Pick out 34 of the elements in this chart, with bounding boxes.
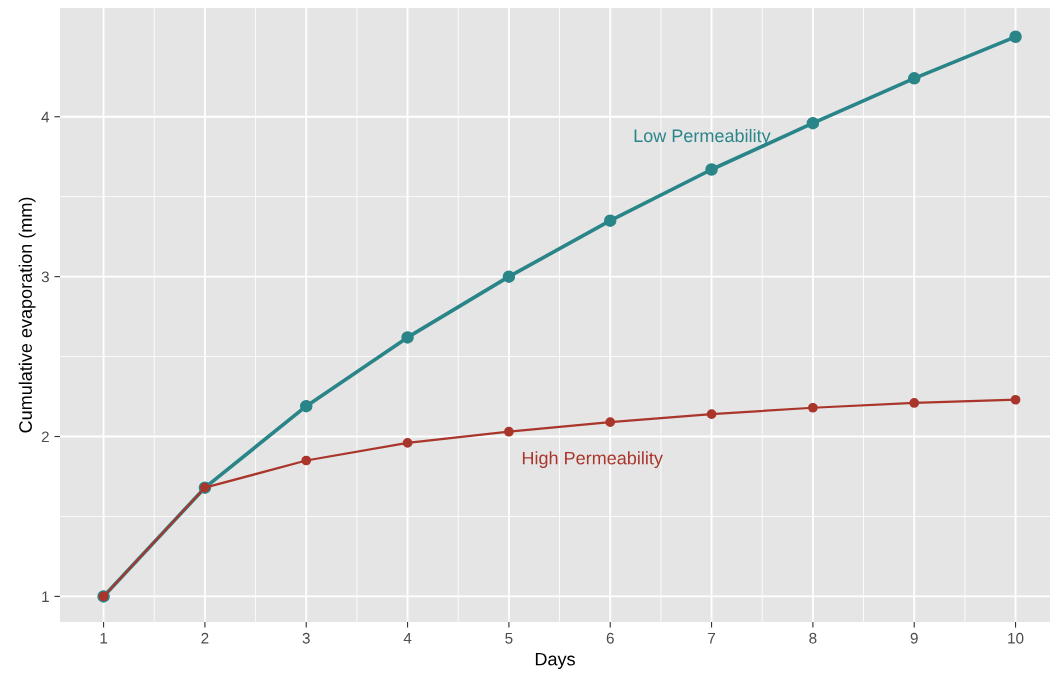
x-tick-label: 4 [403, 632, 412, 644]
point [301, 455, 312, 466]
point [504, 426, 514, 437]
point [907, 72, 921, 85]
point [402, 438, 413, 448]
x-tick-label: 10 [1008, 632, 1024, 644]
y-axis-title: Cumulative evaporation (mm) [18, 197, 36, 433]
point [603, 214, 617, 227]
point [806, 116, 820, 130]
point [808, 402, 818, 413]
point [1009, 30, 1022, 44]
x-tick-label: 5 [505, 632, 513, 644]
y-tick-label: 1 [42, 591, 49, 602]
point [705, 163, 718, 176]
y-tick-label: 2 [41, 431, 49, 443]
point [706, 409, 717, 419]
x-tick-label: 3 [302, 632, 310, 644]
point [1010, 394, 1021, 405]
y-tick-label: 3 [41, 271, 49, 283]
x-tick-label: 9 [910, 632, 918, 644]
x-tick-label: 1 [100, 632, 108, 644]
x-tick-label: 6 [606, 632, 614, 644]
point [299, 399, 313, 413]
point [502, 270, 516, 283]
point [605, 417, 616, 427]
x-tick-label: 7 [708, 632, 716, 644]
point [909, 398, 920, 408]
x-tick-label: 8 [809, 632, 817, 644]
x-axis-title: Days [535, 652, 575, 670]
series-label: Low Permeability [634, 128, 771, 146]
x-tick-label: 2 [201, 632, 209, 644]
y-tick-label: 4 [41, 111, 50, 123]
point [401, 331, 414, 344]
series-label: High Permeability [522, 451, 663, 469]
